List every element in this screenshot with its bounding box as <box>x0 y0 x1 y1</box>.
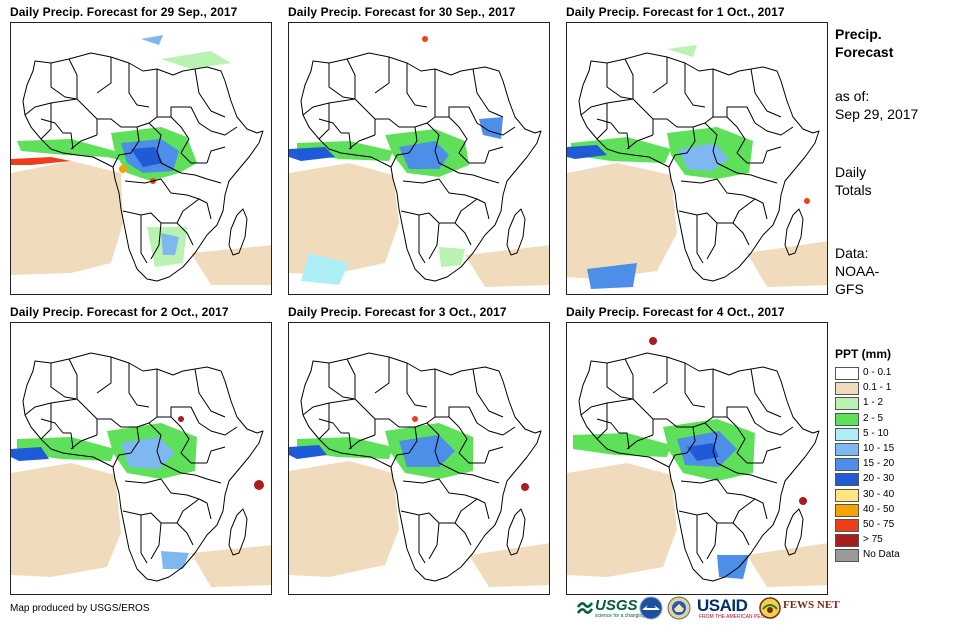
legend-swatch <box>835 549 859 563</box>
legend-label: 15 - 20 <box>863 458 895 470</box>
legend-label: 10 - 15 <box>863 442 895 454</box>
legend-swatch <box>835 427 859 441</box>
as-of-date: Sep 29, 2017 <box>835 106 919 122</box>
logo-bar: USGS science for a changing world USAID … <box>577 596 840 620</box>
forecast-panel-3: Daily Precip. Forecast for 1 Oct., 2017 <box>566 5 828 295</box>
forecast-map <box>10 322 272 595</box>
totals-block: Daily Totals <box>835 163 872 199</box>
panel-title: Daily Precip. Forecast for 1 Oct., 2017 <box>566 5 785 19</box>
forecast-panel-6: Daily Precip. Forecast for 4 Oct., 2017 <box>566 305 828 595</box>
legend-swatch <box>835 382 859 396</box>
legend-swatch <box>835 397 859 411</box>
legend-title: PPT (mm) <box>835 347 892 361</box>
heading-line-1: Precip. <box>835 26 882 42</box>
legend-label: 0.1 - 1 <box>863 382 892 394</box>
panel-title: Daily Precip. Forecast for 30 Sep., 2017 <box>288 5 516 19</box>
legend-swatch <box>835 458 859 472</box>
usgs-wordmark: USGS <box>595 597 638 614</box>
forecast-map <box>566 22 828 295</box>
forecast-panel-2: Daily Precip. Forecast for 30 Sep., 2017 <box>288 5 550 295</box>
as-of-block: as of: Sep 29, 2017 <box>835 87 918 123</box>
noaa-logo <box>639 596 663 620</box>
data-line-1: NOAA- <box>835 263 880 279</box>
usaid-logo: USAID FROM THE AMERICAN PEOPLE <box>695 596 774 620</box>
legend-swatch <box>835 503 859 517</box>
fews-net-wordmark: FEWS NET <box>783 599 840 611</box>
legend-label: 20 - 30 <box>863 473 895 485</box>
map-credit: Map produced by USGS/EROS <box>10 603 150 614</box>
forecast-panel-5: Daily Precip. Forecast for 3 Oct., 2017 <box>288 305 550 595</box>
legend-label: No Data <box>863 549 900 561</box>
panel-title: Daily Precip. Forecast for 29 Sep., 2017 <box>10 5 238 19</box>
legend-swatch <box>835 488 859 502</box>
forecast-map <box>566 322 828 595</box>
legend-label: 1 - 2 <box>863 397 884 409</box>
data-line-2: GFS <box>835 281 864 297</box>
panel-title: Daily Precip. Forecast for 4 Oct., 2017 <box>566 305 785 319</box>
sidebar-heading: Precip. Forecast <box>835 25 893 61</box>
legend-label: 30 - 40 <box>863 488 895 500</box>
legend-swatch <box>835 442 859 456</box>
totals-line-2: Totals <box>835 182 872 198</box>
legend-swatch <box>835 367 859 380</box>
legend-swatch <box>835 534 859 548</box>
legend-label: 50 - 75 <box>863 518 895 530</box>
panel-title: Daily Precip. Forecast for 2 Oct., 2017 <box>10 305 229 319</box>
usgs-logo: USGS science for a changing world <box>577 596 658 620</box>
fews-net-logo: FEWS NET <box>759 596 840 620</box>
as-of-label: as of: <box>835 88 870 104</box>
doi-seal-logo <box>667 596 691 620</box>
legend-swatch <box>835 412 859 426</box>
forecast-panel-1: Daily Precip. Forecast for 29 Sep., 2017 <box>10 5 272 295</box>
usaid-wordmark: USAID <box>697 596 748 615</box>
legend-label: 5 - 10 <box>863 427 889 439</box>
panel-title: Daily Precip. Forecast for 3 Oct., 2017 <box>288 305 507 319</box>
heading-line-2: Forecast <box>835 44 894 60</box>
usaid-tagline: FROM THE AMERICAN PEOPLE <box>699 614 774 620</box>
forecast-map <box>288 322 550 595</box>
legend-label: 2 - 5 <box>863 412 884 424</box>
legend-swatch <box>835 473 859 487</box>
data-source-block: Data: NOAA- GFS <box>835 244 879 298</box>
legend-label: 0 - 0.1 <box>863 367 892 378</box>
legend-label: > 75 <box>863 534 883 546</box>
totals-line-1: Daily <box>835 164 867 180</box>
usgs-tagline: science for a changing world <box>595 613 659 619</box>
forecast-panel-4: Daily Precip. Forecast for 2 Oct., 2017 <box>10 305 272 595</box>
legend-label: 40 - 50 <box>863 503 895 515</box>
legend-swatch <box>835 518 859 532</box>
data-label: Data: <box>835 245 869 261</box>
forecast-map <box>288 22 550 295</box>
forecast-map <box>10 22 272 295</box>
